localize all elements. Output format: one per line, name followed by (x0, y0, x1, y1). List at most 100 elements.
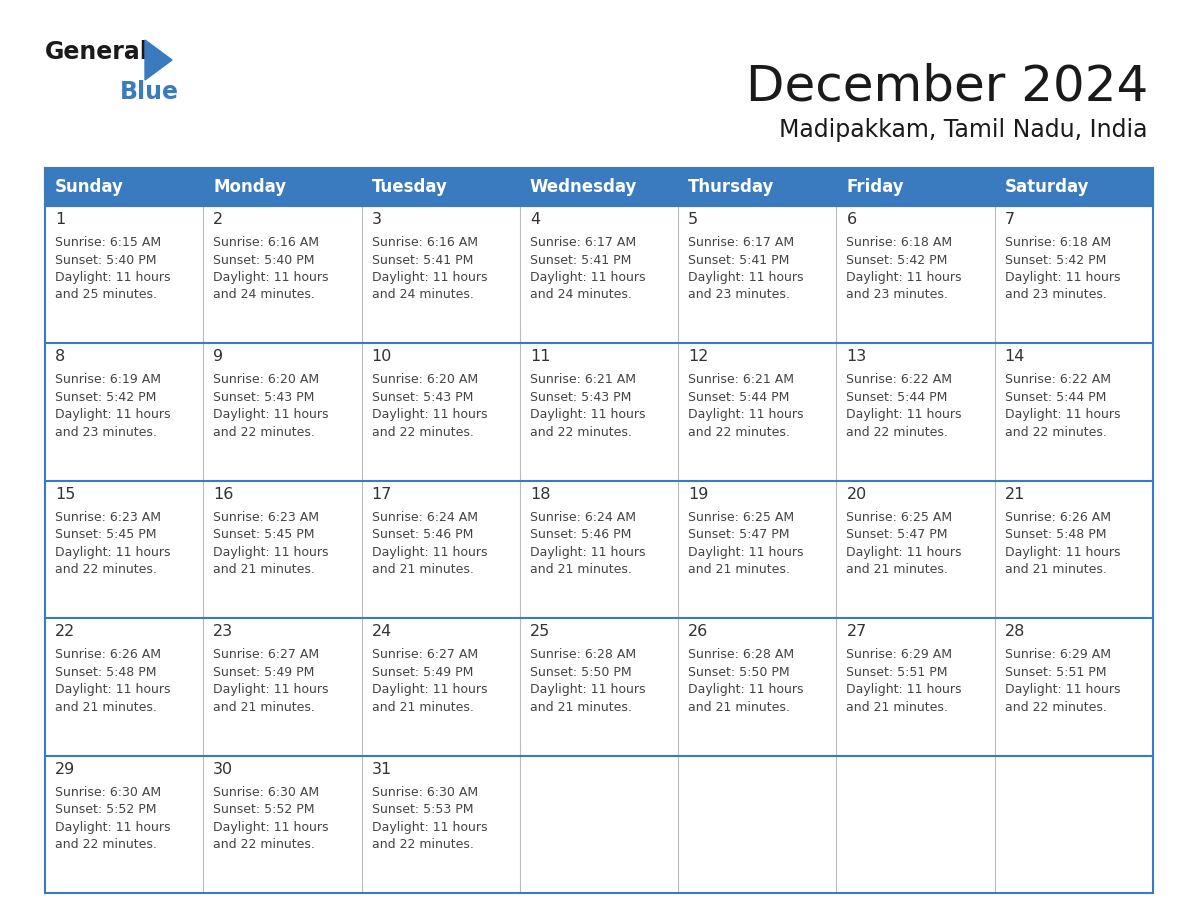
Text: Sunrise: 6:21 AM: Sunrise: 6:21 AM (688, 374, 794, 386)
Text: Daylight: 11 hours: Daylight: 11 hours (55, 271, 171, 284)
Text: 20: 20 (846, 487, 867, 502)
Text: and 22 minutes.: and 22 minutes. (214, 426, 315, 439)
Text: Daylight: 11 hours: Daylight: 11 hours (1005, 683, 1120, 696)
Bar (45, 481, 1154, 618)
Text: December 2024: December 2024 (746, 63, 1148, 111)
Bar (45, 756, 1154, 893)
Text: Daylight: 11 hours: Daylight: 11 hours (846, 683, 962, 696)
Text: and 21 minutes.: and 21 minutes. (55, 700, 157, 713)
Text: Daylight: 11 hours: Daylight: 11 hours (372, 683, 487, 696)
Text: Sunrise: 6:24 AM: Sunrise: 6:24 AM (372, 510, 478, 524)
Text: Daylight: 11 hours: Daylight: 11 hours (688, 409, 803, 421)
Text: Sunrise: 6:23 AM: Sunrise: 6:23 AM (214, 510, 320, 524)
Text: Sunset: 5:52 PM: Sunset: 5:52 PM (55, 803, 157, 816)
Text: and 23 minutes.: and 23 minutes. (1005, 288, 1106, 301)
Text: 7: 7 (1005, 212, 1015, 227)
Text: Daylight: 11 hours: Daylight: 11 hours (55, 409, 171, 421)
Text: Sunset: 5:43 PM: Sunset: 5:43 PM (372, 391, 473, 404)
Text: Daylight: 11 hours: Daylight: 11 hours (1005, 271, 1120, 284)
Text: 9: 9 (214, 350, 223, 364)
Text: Daylight: 11 hours: Daylight: 11 hours (1005, 409, 1120, 421)
Text: Daylight: 11 hours: Daylight: 11 hours (214, 409, 329, 421)
Text: Sunset: 5:42 PM: Sunset: 5:42 PM (846, 253, 948, 266)
Text: Sunrise: 6:20 AM: Sunrise: 6:20 AM (372, 374, 478, 386)
Text: 21: 21 (1005, 487, 1025, 502)
Text: Saturday: Saturday (1005, 178, 1089, 196)
Text: and 21 minutes.: and 21 minutes. (214, 700, 315, 713)
Text: 18: 18 (530, 487, 550, 502)
Text: and 24 minutes.: and 24 minutes. (530, 288, 632, 301)
Text: 30: 30 (214, 762, 233, 777)
Text: and 23 minutes.: and 23 minutes. (688, 288, 790, 301)
Text: 23: 23 (214, 624, 233, 639)
Text: and 23 minutes.: and 23 minutes. (846, 288, 948, 301)
Text: Sunrise: 6:29 AM: Sunrise: 6:29 AM (1005, 648, 1111, 661)
Text: Sunrise: 6:27 AM: Sunrise: 6:27 AM (372, 648, 478, 661)
Text: Sunset: 5:44 PM: Sunset: 5:44 PM (846, 391, 948, 404)
Text: 5: 5 (688, 212, 699, 227)
Text: Daylight: 11 hours: Daylight: 11 hours (55, 683, 171, 696)
Text: Sunset: 5:48 PM: Sunset: 5:48 PM (55, 666, 157, 678)
Text: Daylight: 11 hours: Daylight: 11 hours (530, 271, 645, 284)
Text: 8: 8 (55, 350, 65, 364)
Text: Sunrise: 6:26 AM: Sunrise: 6:26 AM (55, 648, 162, 661)
Text: and 21 minutes.: and 21 minutes. (846, 700, 948, 713)
Bar (361, 168, 520, 206)
Text: 6: 6 (846, 212, 857, 227)
Text: Daylight: 11 hours: Daylight: 11 hours (688, 271, 803, 284)
Text: 26: 26 (688, 624, 708, 639)
Text: Daylight: 11 hours: Daylight: 11 hours (372, 821, 487, 834)
Text: Sunset: 5:41 PM: Sunset: 5:41 PM (372, 253, 473, 266)
Text: and 22 minutes.: and 22 minutes. (688, 426, 790, 439)
Text: and 22 minutes.: and 22 minutes. (55, 838, 157, 851)
Text: Sunset: 5:44 PM: Sunset: 5:44 PM (688, 391, 790, 404)
Text: Sunrise: 6:30 AM: Sunrise: 6:30 AM (214, 786, 320, 799)
Text: 3: 3 (372, 212, 381, 227)
Text: 31: 31 (372, 762, 392, 777)
Text: Sunrise: 6:18 AM: Sunrise: 6:18 AM (1005, 236, 1111, 249)
Text: Sunrise: 6:19 AM: Sunrise: 6:19 AM (55, 374, 162, 386)
Text: Daylight: 11 hours: Daylight: 11 hours (846, 546, 962, 559)
Text: Sunrise: 6:30 AM: Sunrise: 6:30 AM (372, 786, 478, 799)
Text: and 22 minutes.: and 22 minutes. (55, 564, 157, 577)
Bar (45, 618, 1154, 756)
Text: Sunset: 5:46 PM: Sunset: 5:46 PM (372, 528, 473, 542)
Text: and 22 minutes.: and 22 minutes. (1005, 426, 1106, 439)
Text: Sunrise: 6:16 AM: Sunrise: 6:16 AM (372, 236, 478, 249)
Text: Madipakkam, Tamil Nadu, India: Madipakkam, Tamil Nadu, India (779, 118, 1148, 142)
Text: Sunrise: 6:15 AM: Sunrise: 6:15 AM (55, 236, 162, 249)
Text: Daylight: 11 hours: Daylight: 11 hours (214, 271, 329, 284)
Text: 27: 27 (846, 624, 867, 639)
Text: Daylight: 11 hours: Daylight: 11 hours (530, 683, 645, 696)
Text: Sunset: 5:46 PM: Sunset: 5:46 PM (530, 528, 631, 542)
Text: and 22 minutes.: and 22 minutes. (530, 426, 632, 439)
Text: and 21 minutes.: and 21 minutes. (530, 564, 632, 577)
Text: 15: 15 (55, 487, 75, 502)
Text: Tuesday: Tuesday (372, 178, 448, 196)
Text: 12: 12 (688, 350, 708, 364)
Text: 2: 2 (214, 212, 223, 227)
Text: Sunrise: 6:28 AM: Sunrise: 6:28 AM (530, 648, 636, 661)
Text: Sunset: 5:51 PM: Sunset: 5:51 PM (846, 666, 948, 678)
Text: Sunday: Sunday (55, 178, 124, 196)
Text: and 21 minutes.: and 21 minutes. (846, 564, 948, 577)
Text: Sunrise: 6:25 AM: Sunrise: 6:25 AM (688, 510, 795, 524)
Text: Sunrise: 6:21 AM: Sunrise: 6:21 AM (530, 374, 636, 386)
Bar (45, 168, 1154, 206)
Text: Sunset: 5:53 PM: Sunset: 5:53 PM (372, 803, 473, 816)
Text: Sunset: 5:40 PM: Sunset: 5:40 PM (214, 253, 315, 266)
Text: 10: 10 (372, 350, 392, 364)
Text: Daylight: 11 hours: Daylight: 11 hours (55, 821, 171, 834)
Bar (994, 168, 1154, 206)
Text: and 24 minutes.: and 24 minutes. (372, 288, 474, 301)
Text: 29: 29 (55, 762, 75, 777)
Text: Sunset: 5:52 PM: Sunset: 5:52 PM (214, 803, 315, 816)
Text: Daylight: 11 hours: Daylight: 11 hours (846, 409, 962, 421)
Text: Sunrise: 6:16 AM: Sunrise: 6:16 AM (214, 236, 320, 249)
Text: 16: 16 (214, 487, 234, 502)
Text: Sunset: 5:50 PM: Sunset: 5:50 PM (688, 666, 790, 678)
Text: Sunrise: 6:17 AM: Sunrise: 6:17 AM (688, 236, 795, 249)
Text: Sunset: 5:45 PM: Sunset: 5:45 PM (214, 528, 315, 542)
Text: Sunrise: 6:25 AM: Sunrise: 6:25 AM (846, 510, 953, 524)
Text: 25: 25 (530, 624, 550, 639)
